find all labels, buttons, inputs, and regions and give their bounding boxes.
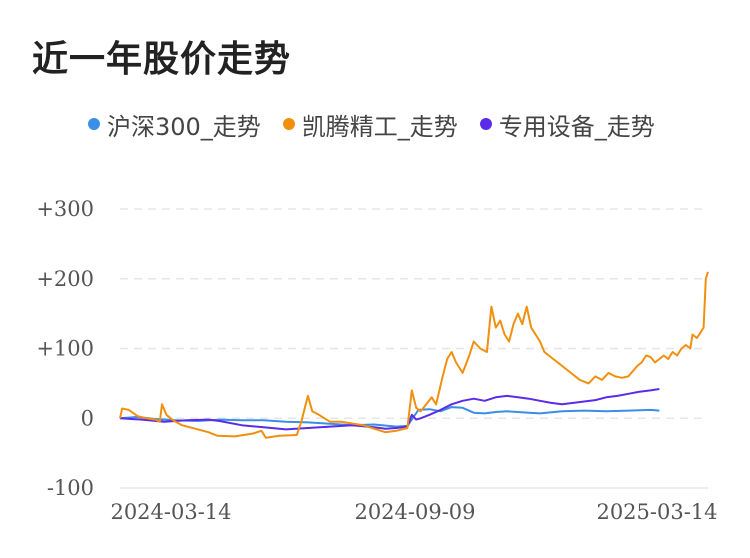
legend-item-hs300[interactable]: 沪深300_走势 bbox=[88, 107, 261, 142]
x-axis: 2024-03-14 2024-09-09 2025-03-14 bbox=[110, 500, 717, 524]
y-tick-label: +100 bbox=[36, 337, 94, 361]
legend-label-kaiteng: 凯腾精工_走势 bbox=[301, 112, 458, 141]
series-line-2 bbox=[119, 388, 660, 431]
legend-dot-hs300 bbox=[88, 118, 100, 130]
y-tick-label: +200 bbox=[36, 267, 94, 291]
x-tick-label: 2025-03-14 bbox=[596, 500, 717, 524]
y-axis: +300 +200 +100 0 -100 bbox=[36, 197, 94, 500]
legend-dot-kaiteng bbox=[282, 118, 295, 130]
legend-item-kaiteng[interactable]: 凯腾精工_走势 bbox=[282, 107, 458, 142]
y-tick-label: -100 bbox=[47, 476, 94, 500]
chart-legend: 沪深300_走势 凯腾精工_走势 专用设备_走势 bbox=[88, 107, 655, 142]
x-tick-label: 2024-03-14 bbox=[110, 500, 231, 524]
series-line-0 bbox=[119, 406, 660, 428]
series-line-1 bbox=[119, 271, 709, 439]
legend-label-equipment: 专用设备_走势 bbox=[498, 112, 655, 141]
legend-item-equipment[interactable]: 专用设备_走势 bbox=[479, 107, 655, 142]
series-layer bbox=[119, 271, 709, 439]
legend-dot-equipment bbox=[479, 118, 492, 130]
grid-layer bbox=[120, 208, 708, 489]
legend-label-hs300: 沪深300_走势 bbox=[107, 112, 261, 141]
y-tick-label: +300 bbox=[36, 197, 94, 221]
chart-title: 近一年股价走势 bbox=[32, 39, 292, 80]
x-tick-label: 2024-09-09 bbox=[354, 500, 475, 524]
y-tick-label: 0 bbox=[81, 406, 94, 430]
